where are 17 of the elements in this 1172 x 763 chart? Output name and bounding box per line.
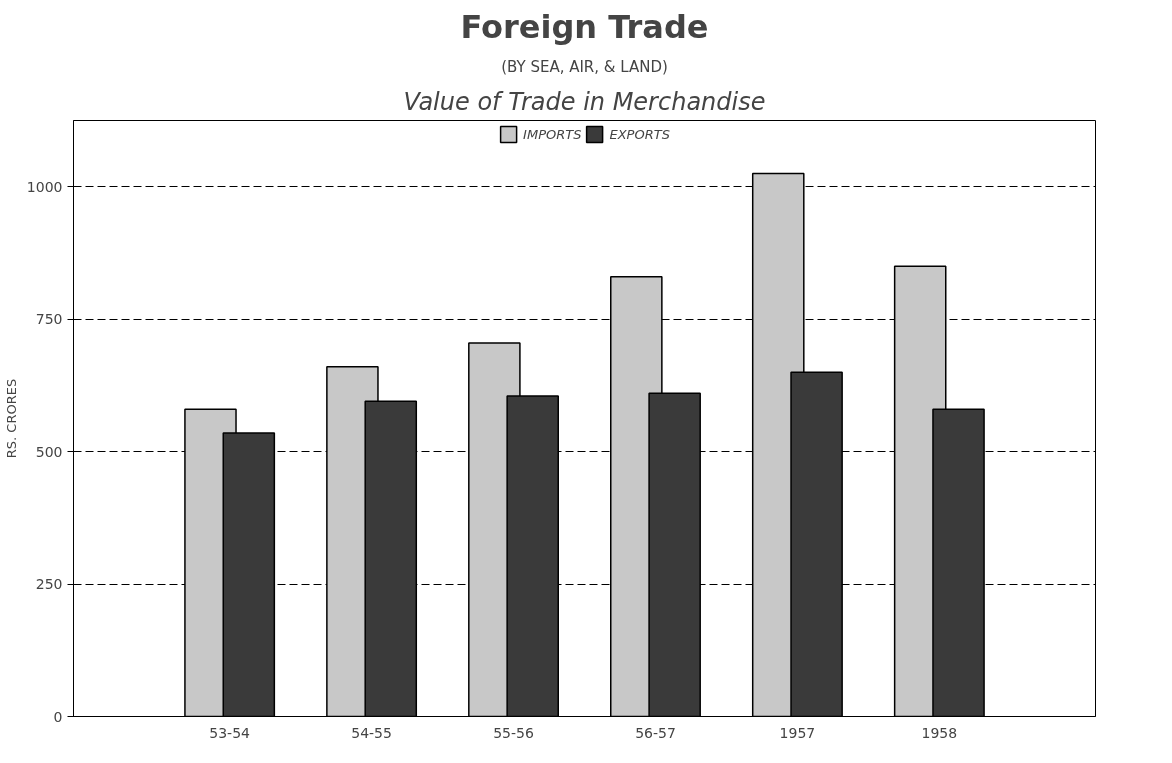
- text: Value of Trade in Merchandise: [403, 87, 766, 116]
- y-axis-title: RS. CRORES: [3, 378, 19, 459]
- y-tick-label: 250: [35, 576, 63, 593]
- y-tick-label: 750: [35, 311, 63, 328]
- chart-title: Foreign Trade: [460, 7, 709, 46]
- legend-label: IMPORTS: [523, 126, 582, 142]
- legend-label: EXPORTS: [609, 126, 670, 142]
- x-tick-label: 54-55: [351, 724, 392, 741]
- x-tick-label: 56-57: [635, 724, 676, 741]
- y-tick-label: 0: [53, 708, 63, 725]
- x-tick-label: 1958: [921, 724, 958, 741]
- y-tick-label: 500: [35, 443, 63, 460]
- chart-subtitle: (BY SEA, AIR, & LAND): [501, 57, 668, 76]
- x-tick-label: 53-54: [209, 724, 251, 741]
- x-tick-label: 55-56: [493, 724, 534, 741]
- y-tick-label: 1000: [26, 178, 63, 195]
- x-tick-label: 1957: [779, 724, 816, 741]
